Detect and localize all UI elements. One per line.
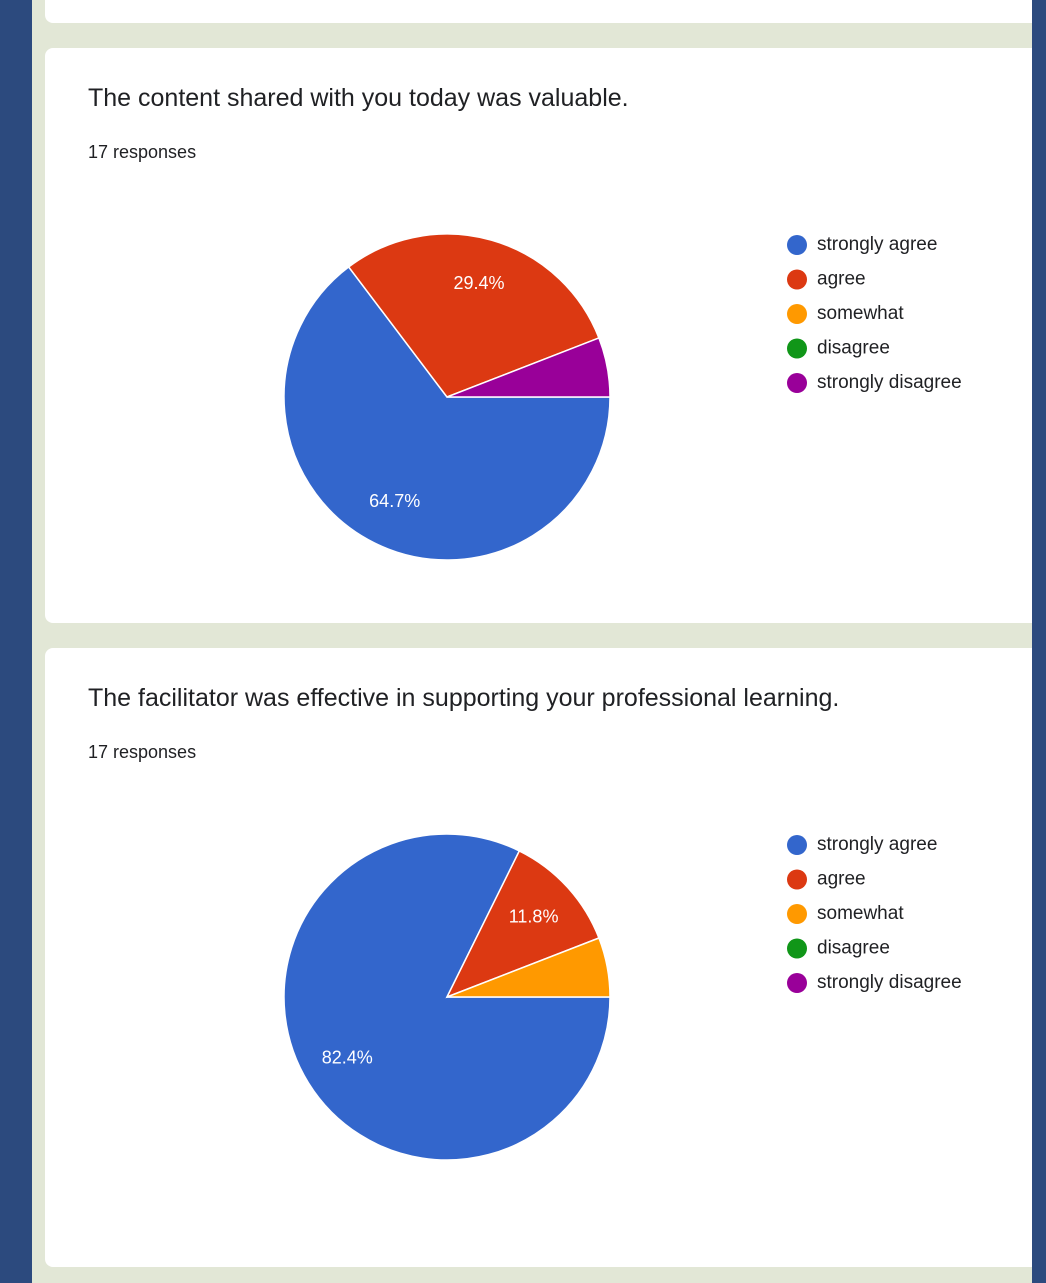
response-count: 17 responses (88, 142, 197, 162)
previous-card (45, 0, 1032, 23)
question-card: The content shared with you today was va… (45, 48, 1032, 623)
legend-swatch (787, 235, 807, 255)
pie-chart: 82.4% 11.8% strongly agree agree somewhat dis… (283, 833, 962, 1161)
pie-chart: 64.7% 29.4% strongly agree agree somewhat dis… (283, 233, 962, 561)
legend-label: agree (817, 269, 866, 290)
legend-label: strongly disagree (817, 372, 962, 393)
legend-swatch (787, 938, 807, 959)
legend-swatch (787, 973, 807, 993)
pie-slice (283, 833, 611, 1161)
legend-label: somewhat (817, 903, 904, 924)
pie-slice (347, 233, 600, 398)
legend-label: disagree (817, 338, 890, 359)
question-card: The facilitator was effective in support… (45, 648, 1032, 1267)
legend-swatch (787, 269, 807, 290)
legend-swatch (787, 835, 807, 855)
legend-swatch (787, 904, 807, 924)
pie-slice (446, 937, 611, 998)
legend-swatch (787, 304, 807, 324)
pie-slice (445, 849, 600, 999)
slice-label: 64.7% (369, 491, 420, 511)
pie-slice (283, 265, 611, 561)
legend-label: strongly agree (817, 834, 937, 855)
legend-label: agree (817, 869, 866, 890)
pie-slice (446, 336, 611, 398)
legend-swatch (787, 869, 807, 890)
slice-label: 82.4% (322, 1048, 373, 1068)
legend-label: strongly disagree (817, 972, 962, 993)
slice-label: 11.8% (509, 907, 559, 927)
legend-swatch (787, 338, 807, 359)
legend-swatch (787, 373, 807, 393)
question-title: The content shared with you today was va… (88, 84, 629, 112)
legend-label: somewhat (817, 303, 904, 324)
question-title: The facilitator was effective in support… (88, 684, 840, 712)
response-count: 17 responses (88, 742, 197, 762)
slice-label: 29.4% (454, 273, 505, 293)
legend-label: strongly agree (817, 234, 937, 255)
legend-label: disagree (817, 938, 890, 959)
